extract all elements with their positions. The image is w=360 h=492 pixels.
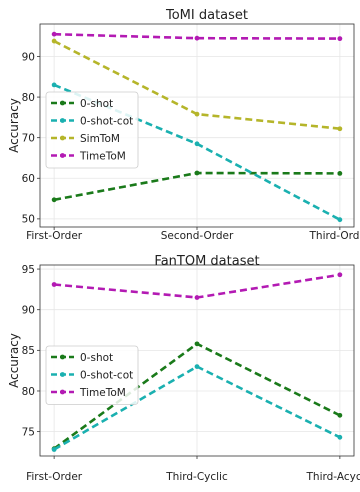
legend-marker (60, 135, 65, 141)
y-axis-label: Accuracy (7, 333, 21, 388)
y-tick-label: 60 (22, 173, 35, 185)
data-point-0-shot-cot (337, 217, 343, 223)
y-tick-label: 95 (22, 264, 35, 276)
data-point-0-shot-cot (194, 141, 200, 147)
data-point-0-shot-cot (337, 434, 343, 440)
data-point-0-shot-cot (51, 82, 57, 88)
legend-marker (60, 354, 65, 360)
series-line-TimeToM (54, 32, 340, 40)
data-point-TimeToM (194, 295, 200, 300)
legend-label: 0-shot (80, 352, 113, 364)
legend-label: TimeToM (79, 150, 126, 162)
x-tick-label: Third-Cyclic (165, 471, 228, 483)
data-point-0-shot-cot (51, 447, 57, 452)
legend-marker (60, 372, 65, 377)
data-point-0-shot (337, 171, 343, 176)
legend: 0-shot 0-shot-cot SimToM TimeToM (45, 91, 139, 169)
x-tick-label: First-Order (26, 471, 83, 483)
y-tick-label: 80 (22, 386, 35, 398)
data-point-TimeToM (51, 282, 57, 287)
data-point-TimeToM (337, 36, 343, 42)
data-point-0-shot (194, 170, 200, 176)
chart-title: ToMI dataset (165, 8, 248, 23)
y-tick-label: 75 (22, 426, 35, 438)
chart-2: 75 80 85 90 95 First-Order Third-Cyclic Third-A… (7, 254, 360, 483)
y-tick-label: 70 (22, 132, 35, 144)
chart-title: FanTOM dataset (154, 254, 259, 269)
y-tick-label: 90 (22, 51, 35, 63)
legend-label: 0-shot-cot (80, 115, 133, 127)
y-tick-label: 50 (22, 214, 35, 226)
data-point-TimeToM (51, 31, 57, 37)
legend-label: 0-shot (80, 98, 113, 110)
legend-label: SimToM (80, 133, 120, 145)
legend-label: 0-shot-cot (80, 369, 133, 381)
x-tick-label: First-Order (26, 230, 83, 242)
legend-box (45, 345, 139, 405)
y-tick-label: 90 (22, 305, 35, 317)
legend-label: TimeToM (79, 387, 126, 399)
legend: 0-shot 0-shot-cot TimeToM (45, 345, 139, 405)
legend-marker (60, 118, 65, 123)
legend-box (45, 91, 139, 169)
x-tick-label: Third-Order (309, 230, 360, 242)
data-point-0-shot (337, 412, 343, 418)
data-point-SimToM (51, 38, 57, 44)
chart-1: 50 60 70 80 90 First-Order Second-Order Third-O… (7, 8, 360, 242)
data-point-SimToM (194, 111, 200, 117)
x-tick-label: Second-Order (161, 230, 234, 242)
y-tick-label: 80 (22, 92, 35, 104)
legend-marker (60, 100, 65, 106)
y-axis-label: Accuracy (7, 98, 21, 153)
data-point-TimeToM (337, 272, 343, 278)
x-tick-label: Third-Acyclic (306, 471, 360, 483)
legend-marker (60, 389, 65, 395)
legend-marker (60, 153, 65, 158)
data-point-TimeToM (194, 35, 200, 41)
y-tick-label: 85 (22, 345, 35, 357)
data-point-0-shot (51, 197, 57, 203)
data-point-SimToM (337, 126, 343, 132)
data-point-0-shot-cot (194, 364, 200, 369)
data-point-0-shot (194, 341, 200, 347)
